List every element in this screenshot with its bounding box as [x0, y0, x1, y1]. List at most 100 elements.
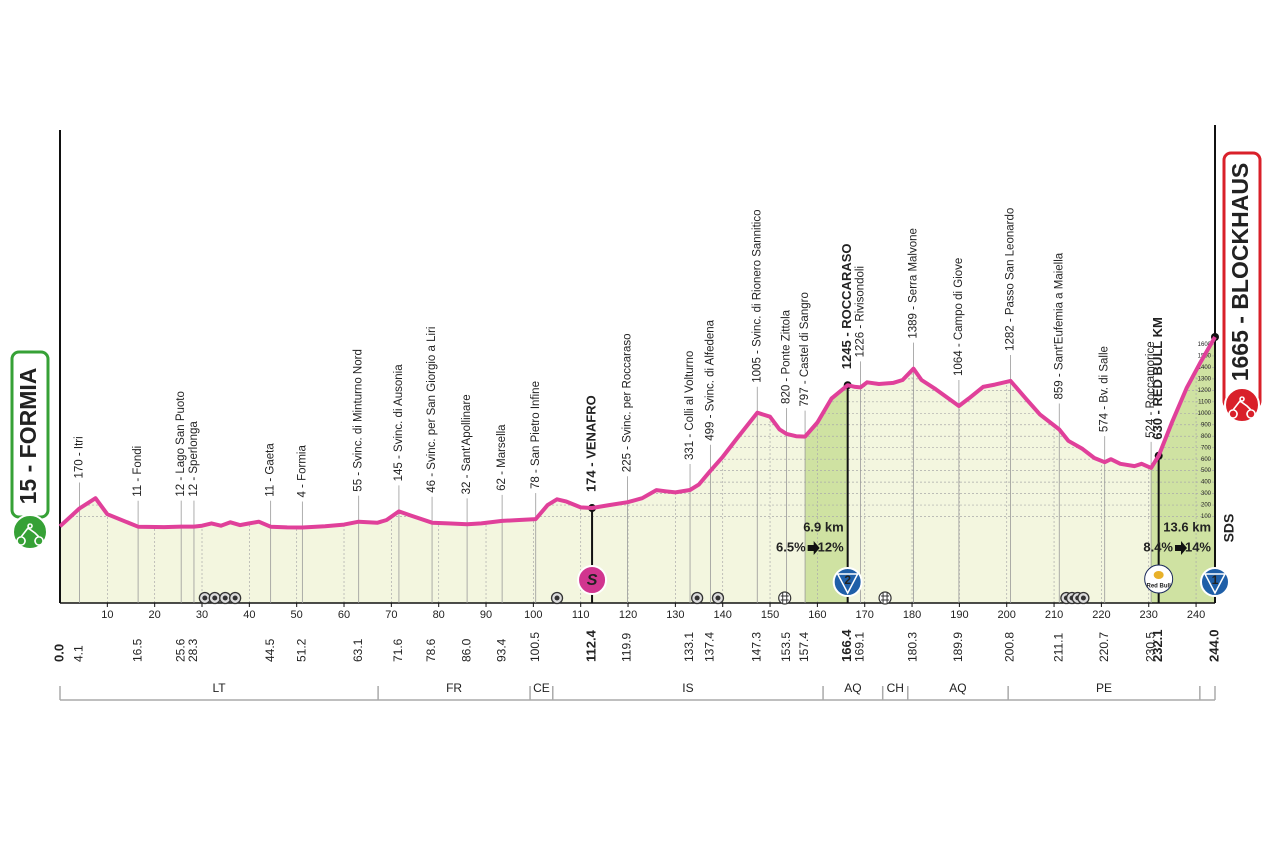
x-tick-label: 170 — [856, 609, 874, 621]
x-tick-label: 160 — [808, 609, 826, 621]
climb-arrow — [807, 541, 820, 555]
y-tick-label: 300 — [1201, 491, 1212, 497]
x-tick-label: 220 — [1092, 609, 1110, 621]
x-tick-label: 200 — [998, 609, 1016, 621]
climb-length: 6.9 km — [803, 519, 843, 534]
km-label: 220.7 — [1097, 632, 1111, 662]
km-label: 169.1 — [853, 632, 867, 662]
km-label: 86.0 — [459, 638, 473, 662]
km-label: 189.9 — [951, 632, 965, 662]
climb-fill — [1151, 337, 1215, 603]
waypoint-label: 1064 - Campo di Giove — [953, 258, 965, 376]
y-tick-label: 1400 — [1198, 365, 1212, 371]
waypoint-label: 32 - Sant'Apollinare — [461, 394, 473, 494]
waypoint-label: 820 - Ponte Zittola — [781, 309, 793, 404]
km-label: 166.4 — [839, 629, 854, 662]
km-label: 133.1 — [682, 632, 696, 662]
sponsor-mark: SDS — [1221, 514, 1237, 543]
railway-glyph — [881, 593, 890, 603]
climb-badge — [832, 567, 863, 597]
region-label: PE — [1096, 681, 1112, 695]
waypoint-label: 524 - Roccamorice — [1145, 341, 1157, 438]
profile-line — [58, 336, 1217, 530]
km-label: 119.9 — [620, 633, 634, 662]
km-label: 211.1 — [1051, 633, 1065, 662]
x-tick-label: 70 — [385, 609, 397, 621]
region-label: AQ — [949, 681, 966, 695]
x-tick-label: 230 — [1140, 609, 1158, 621]
km-label: 93.4 — [494, 638, 508, 662]
waypoint-label: 11 - Gaeta — [265, 443, 277, 497]
tunnel-icon-inner — [212, 595, 218, 601]
climb-category: 2 — [844, 573, 851, 587]
cyclist-glyph — [16, 523, 44, 546]
waypoint-label: 1282 - Passo San Leonardo — [1005, 208, 1017, 351]
km-label: 44.5 — [263, 638, 277, 662]
sprint-badge — [577, 565, 608, 595]
x-tick-label: 30 — [196, 609, 208, 621]
y-tick-label: 1000 — [1198, 411, 1212, 417]
start-icon — [12, 514, 48, 550]
red-bull-label: Red Bull — [1146, 584, 1171, 590]
tunnel-icon-inner — [715, 595, 721, 601]
km-label: 230.5 — [1143, 632, 1157, 662]
y-tick-label: 800 — [1201, 434, 1212, 440]
y-tick-label: 600 — [1201, 457, 1212, 463]
km-label: 71.6 — [391, 638, 405, 662]
km-label: 157.4 — [797, 632, 811, 662]
waypoint-label: 12 - Sperlonga — [188, 421, 200, 497]
km-label: 16.5 — [130, 638, 144, 662]
km-label: 180.3 — [906, 632, 920, 662]
waypoint-label: 1389 - Serra Malvone — [908, 228, 920, 339]
railway-glyph — [780, 593, 789, 603]
waypoint-label: 11 - Fondi — [132, 446, 144, 497]
waypoint-label: 78 - San Pietro Infine — [530, 381, 542, 489]
km-label: 200.8 — [1003, 632, 1017, 662]
y-tick-label: 100 — [1201, 514, 1212, 520]
climb-gradient-from: 8.4% — [1143, 539, 1173, 554]
x-tick-label: 130 — [666, 609, 684, 621]
profile-area — [60, 337, 1215, 603]
x-tick-label: 80 — [433, 609, 445, 621]
km-label: 51.2 — [295, 638, 309, 662]
climb-gradient-to: 12% — [818, 539, 844, 554]
km-label: 112.4 — [583, 629, 598, 662]
region-label: IS — [682, 681, 693, 695]
y-tick-label: 1300 — [1198, 376, 1212, 382]
climb-badge-triangle — [1203, 573, 1227, 595]
start-label: 15 - FORMIA — [15, 368, 41, 505]
x-tick-label: 60 — [338, 609, 350, 621]
start-km-label: 0.0 — [51, 644, 66, 662]
km-label: 28.3 — [186, 638, 200, 662]
region-label: FR — [446, 681, 462, 695]
y-tick-label: 900 — [1201, 422, 1212, 428]
x-tick-label: 20 — [149, 609, 161, 621]
climb-gradient-from: 6.5% — [776, 539, 806, 554]
cyclist-glyph — [1228, 396, 1256, 419]
y-tick-label: 1200 — [1198, 388, 1212, 394]
y-tick-label: 200 — [1201, 503, 1212, 509]
waypoint-label: 225 - Svinc. per Roccaraso — [622, 333, 634, 472]
region-label: CH — [887, 681, 904, 695]
tunnel-icon-inner — [222, 595, 228, 601]
waypoint-label: 574 - Bv. di Salle — [1099, 346, 1111, 432]
tunnel-icon-inner — [554, 595, 560, 601]
finish-icon — [1224, 387, 1260, 423]
red-bull-sun — [1153, 571, 1164, 579]
tunnel-icon-inner — [694, 595, 700, 601]
waypoint-label: 1226 - Rivisondoli — [854, 266, 866, 357]
waypoint-label: 630 - RED BULL KM — [1150, 317, 1165, 440]
tunnel-icon-inner — [232, 595, 238, 601]
km-label: 78.6 — [424, 638, 438, 662]
waypoint-label: 1005 - Svinc. di Rionero Sannitico — [751, 209, 763, 382]
km-label: 4.1 — [72, 645, 86, 662]
x-tick-label: 180 — [903, 609, 921, 621]
waypoint-label: 331 - Colli al Volturno — [684, 351, 696, 460]
railway-icon — [878, 591, 892, 605]
y-tick-label: 500 — [1201, 468, 1212, 474]
km-label: 25.6 — [173, 638, 187, 662]
climb-arrow — [1175, 541, 1187, 555]
waypoint-label: 499 - Svinc. di Alfedena — [704, 319, 716, 440]
x-tick-label: 150 — [761, 609, 779, 621]
